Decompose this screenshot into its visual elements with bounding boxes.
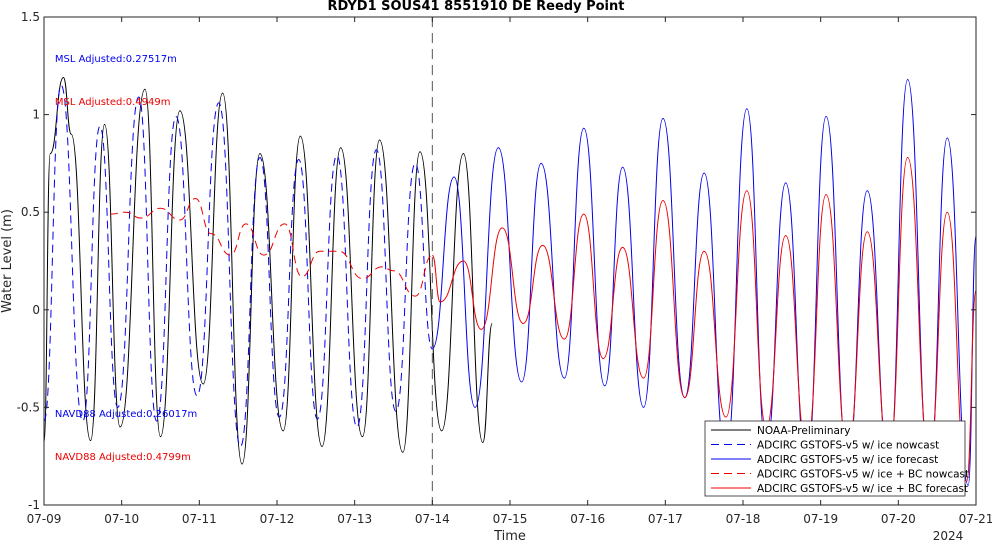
series-line-5: [431, 157, 976, 483]
y-tick-label: 0.5: [21, 205, 40, 219]
y-tick-label: -1: [28, 498, 40, 512]
x-tick-label: 07-13: [337, 512, 372, 526]
legend-label: ADCIRC GSTOFS-v5 w/ ice + BC forecast: [757, 483, 968, 495]
x-tick-label: 07-15: [493, 512, 528, 526]
series-layer: [44, 77, 976, 486]
year-label: 2024: [933, 529, 964, 541]
tick-layer: 07-09 07-10 07-11 07-12 07-13 07-14 07-15 07-16…: [17, 10, 992, 526]
legend-label: ADCIRC GSTOFS-v5 w/ ice + BC nowcast: [757, 469, 969, 481]
x-tick-label: 07-11: [182, 512, 217, 526]
y-tick-label: 1: [32, 108, 40, 122]
chart-title: RDYD1 SOUS41 8551910 DE Reedy Point: [328, 0, 625, 14]
x-tick-label: 07-21: [959, 512, 992, 526]
legend-label: ADCIRC GSTOFS-v5 w/ ice nowcast: [757, 440, 939, 452]
legend-label: NOAA-Preliminary: [757, 425, 850, 437]
series-line-3: [431, 78, 976, 486]
datum-annotation: NAVD88 Adjusted:0.4799m: [55, 452, 191, 463]
annotation-layer: MSL Adjusted:0.27517m MSL Adjusted:0.4949…: [55, 54, 197, 463]
x-tick-label: 07-16: [570, 512, 605, 526]
datum-annotation: NAVD88 Adjusted:0.26017m: [55, 409, 197, 420]
datum-annotation: MSL Adjusted:0.4949m: [55, 97, 171, 108]
legend-label: ADCIRC GSTOFS-v5 w/ ice forecast: [757, 454, 938, 466]
legend: NOAA-Preliminary ADCIRC GSTOFS-v5 w/ ice …: [704, 420, 969, 497]
x-tick-label: 07-14: [415, 512, 450, 526]
x-tick-label: 07-20: [881, 512, 916, 526]
x-tick-label: 07-19: [803, 512, 838, 526]
y-axis-label: Water Level (m): [0, 209, 15, 313]
datum-annotation: MSL Adjusted:0.27517m: [55, 54, 177, 65]
x-tick-label: 07-12: [260, 512, 295, 526]
y-tick-label: -0.5: [17, 400, 40, 414]
x-axis-label: Time: [493, 529, 526, 541]
y-tick-label: 0: [32, 303, 40, 317]
y-tick-label: 1.5: [21, 10, 40, 24]
series-line-1: [44, 77, 493, 465]
series-line-2: [44, 84, 433, 447]
x-tick-label: 07-18: [726, 512, 761, 526]
series-line-4: [110, 198, 433, 297]
x-tick-label: 07-09: [27, 512, 62, 526]
x-tick-label: 07-10: [104, 512, 139, 526]
x-tick-label: 07-17: [648, 512, 683, 526]
